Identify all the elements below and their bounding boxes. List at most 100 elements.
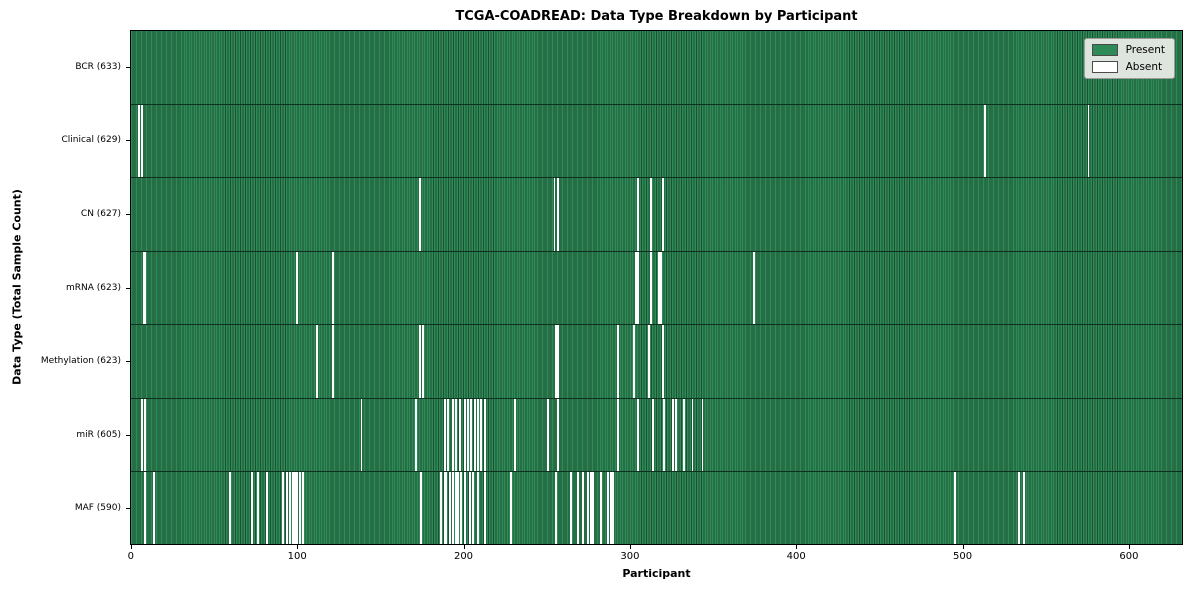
absent-stripe <box>285 472 288 544</box>
absent-stripe <box>294 472 296 544</box>
absent-stripe <box>658 251 661 325</box>
x-tick-label: 400 <box>786 551 806 562</box>
absent-stripe <box>691 398 694 472</box>
absent-stripe <box>422 325 424 398</box>
absent-stripe <box>600 472 602 544</box>
absent-stripe <box>452 472 454 544</box>
absent-stripe <box>152 472 155 544</box>
legend-item-present: Present <box>1091 44 1165 56</box>
absent-stripe <box>616 398 619 472</box>
absent-stripe <box>660 251 662 325</box>
absent-stripe <box>137 104 140 178</box>
absent-stripe <box>415 398 418 472</box>
legend: Present Absent <box>1083 38 1175 79</box>
x-tick-mark <box>962 545 964 549</box>
absent-stripe <box>142 251 145 325</box>
y-tick-label: mRNA (623) <box>66 282 121 293</box>
absent-stripe <box>332 251 335 325</box>
absent-swatch <box>1091 61 1118 73</box>
heatmap-row-methylation <box>131 325 1182 399</box>
x-axis-label: Participant <box>622 567 691 580</box>
absent-stripe <box>556 178 559 251</box>
absent-stripe <box>299 472 301 544</box>
absent-stripe <box>1017 472 1020 544</box>
absent-stripe <box>418 325 421 398</box>
absent-stripe <box>295 251 298 325</box>
absent-stripe <box>661 178 664 251</box>
absent-stripe <box>470 398 473 472</box>
chart-title: TCGA-COADREAD: Data Type Breakdown by Pa… <box>455 9 858 24</box>
absent-stripe <box>674 398 677 472</box>
absent-stripe <box>473 398 476 472</box>
x-tick-mark <box>130 545 132 549</box>
x-tick-label: 100 <box>287 551 307 562</box>
y-tick-mark <box>126 66 130 68</box>
y-tick-mark <box>126 287 130 289</box>
absent-stripe <box>610 472 612 544</box>
absent-stripe <box>480 398 483 472</box>
y-tick-mark <box>126 213 130 215</box>
absent-stripe <box>477 472 479 544</box>
absent-stripe <box>753 251 756 325</box>
x-tick-mark <box>796 545 798 549</box>
absent-stripe <box>443 398 446 472</box>
heatmap-row-mrna <box>131 251 1182 326</box>
y-tick-mark <box>126 140 130 142</box>
absent-stripe <box>591 472 594 544</box>
absent-stripe <box>483 472 486 544</box>
y-tick-mark <box>126 508 130 510</box>
x-tick-label: 200 <box>453 551 474 562</box>
absent-stripe <box>140 104 143 178</box>
absent-stripe <box>661 325 664 398</box>
absent-stripe <box>650 251 652 325</box>
heatmap-row-bcr <box>131 31 1182 105</box>
y-tick-label: CN (627) <box>80 208 121 219</box>
absent-stripe <box>586 472 589 544</box>
y-tick-label: Methylation (623) <box>40 356 121 367</box>
absent-stripe <box>144 398 147 472</box>
absent-stripe <box>651 398 654 472</box>
absent-stripe <box>513 398 516 472</box>
x-tick-mark <box>1128 545 1130 549</box>
absent-stripe <box>984 104 987 178</box>
x-tick-label: 600 <box>1119 551 1139 562</box>
absent-stripe <box>1022 472 1025 544</box>
absent-stripe <box>440 472 443 544</box>
absent-stripe <box>332 325 335 398</box>
absent-stripe <box>477 398 479 472</box>
absent-stripe <box>683 398 686 472</box>
absent-stripe <box>463 472 466 544</box>
absent-stripe <box>448 472 451 544</box>
absent-stripe <box>636 178 639 251</box>
absent-stripe <box>590 472 593 544</box>
absent-stripe <box>616 325 619 398</box>
absent-stripe <box>472 472 474 544</box>
absent-stripe <box>265 472 268 544</box>
x-tick-label: 0 <box>127 551 134 562</box>
absent-stripe <box>553 178 556 251</box>
absent-stripe <box>555 472 558 544</box>
absent-stripe <box>144 472 147 544</box>
absent-stripe <box>510 472 513 544</box>
x-tick-label: 500 <box>953 551 973 562</box>
absent-stripe <box>463 398 466 472</box>
absent-stripe <box>576 472 579 544</box>
heatmap-row-maf <box>131 472 1182 544</box>
y-tick-label: miR (605) <box>76 429 121 440</box>
plot-area: Present Absent <box>130 30 1183 545</box>
legend-item-absent: Absent <box>1091 61 1165 73</box>
x-tick-mark <box>463 545 465 549</box>
absent-stripe <box>636 398 639 472</box>
absent-stripe <box>418 178 421 251</box>
absent-stripe <box>455 398 458 472</box>
absent-stripe <box>144 251 147 325</box>
heatmap-row-clinical <box>131 104 1182 179</box>
heatmap-row-mir <box>131 398 1182 473</box>
heatmap-row-cn <box>131 178 1182 252</box>
absent-stripe <box>140 398 143 472</box>
absent-stripe <box>250 472 253 544</box>
absent-stripe <box>611 472 614 544</box>
absent-stripe <box>455 472 458 544</box>
absent-stripe <box>636 251 639 325</box>
